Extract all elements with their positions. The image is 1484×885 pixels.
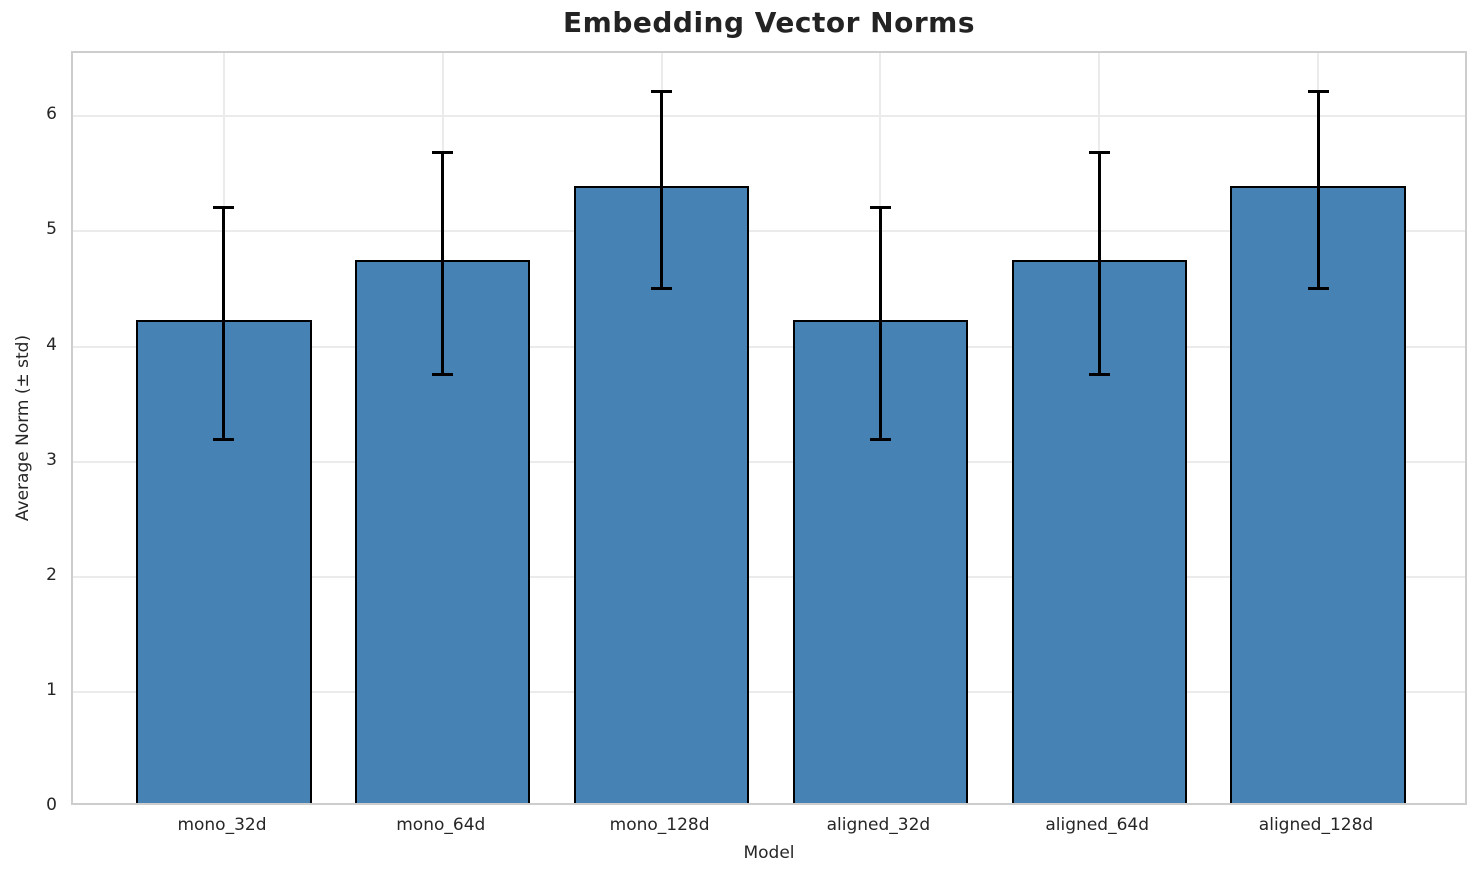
x-tick-label-aligned_32d: aligned_32d (826, 815, 931, 835)
y-axis-label: Average Norm (± std) (13, 334, 33, 522)
error-cap-top-mono_32d (213, 206, 235, 210)
error-cap-bottom-mono_128d (651, 287, 673, 291)
error-cap-bottom-mono_32d (213, 437, 235, 441)
error-cap-bottom-aligned_32d (869, 437, 891, 441)
y-tick-label-1: 1 (46, 679, 57, 700)
gridline-horizontal (73, 575, 1465, 578)
error-bar-aligned_32d (878, 206, 882, 441)
gridline-horizontal (73, 690, 1465, 693)
y-tick-label-4: 4 (46, 334, 57, 355)
gridline-horizontal (73, 230, 1465, 233)
error-cap-top-aligned_64d (1088, 150, 1110, 154)
chart-title: Embedding Vector Norms (563, 6, 975, 39)
gridline-horizontal (73, 345, 1465, 348)
error-bar-mono_128d (660, 89, 664, 291)
x-tick-label-mono_128d: mono_128d (609, 815, 710, 835)
gridline-horizontal (73, 460, 1465, 463)
error-cap-bottom-aligned_64d (1088, 373, 1110, 377)
x-tick-label-mono_32d: mono_32d (177, 815, 267, 835)
error-cap-top-mono_128d (651, 89, 673, 93)
error-bar-mono_64d (441, 150, 445, 377)
plot-area (71, 51, 1467, 805)
y-tick-label-5: 5 (46, 219, 57, 240)
y-tick-label-2: 2 (46, 564, 57, 585)
x-tick-label-aligned_64d: aligned_64d (1045, 815, 1149, 835)
x-axis-label: Model (743, 843, 795, 863)
x-tick-label-mono_64d: mono_64d (396, 815, 486, 835)
x-tick-label-aligned_128d: aligned_128d (1258, 815, 1374, 835)
error-bar-aligned_64d (1097, 150, 1101, 377)
error-cap-bottom-mono_64d (432, 373, 454, 377)
error-cap-top-aligned_128d (1307, 89, 1329, 93)
error-bar-mono_32d (222, 206, 226, 441)
y-tick-label-0: 0 (46, 795, 57, 815)
y-tick-label-6: 6 (46, 104, 57, 125)
error-cap-bottom-aligned_128d (1307, 287, 1329, 291)
error-cap-top-mono_64d (432, 150, 454, 154)
error-cap-top-aligned_32d (869, 206, 891, 210)
y-tick-label-3: 3 (46, 449, 57, 470)
error-bar-aligned_128d (1316, 89, 1320, 291)
gridline-horizontal (73, 115, 1465, 118)
